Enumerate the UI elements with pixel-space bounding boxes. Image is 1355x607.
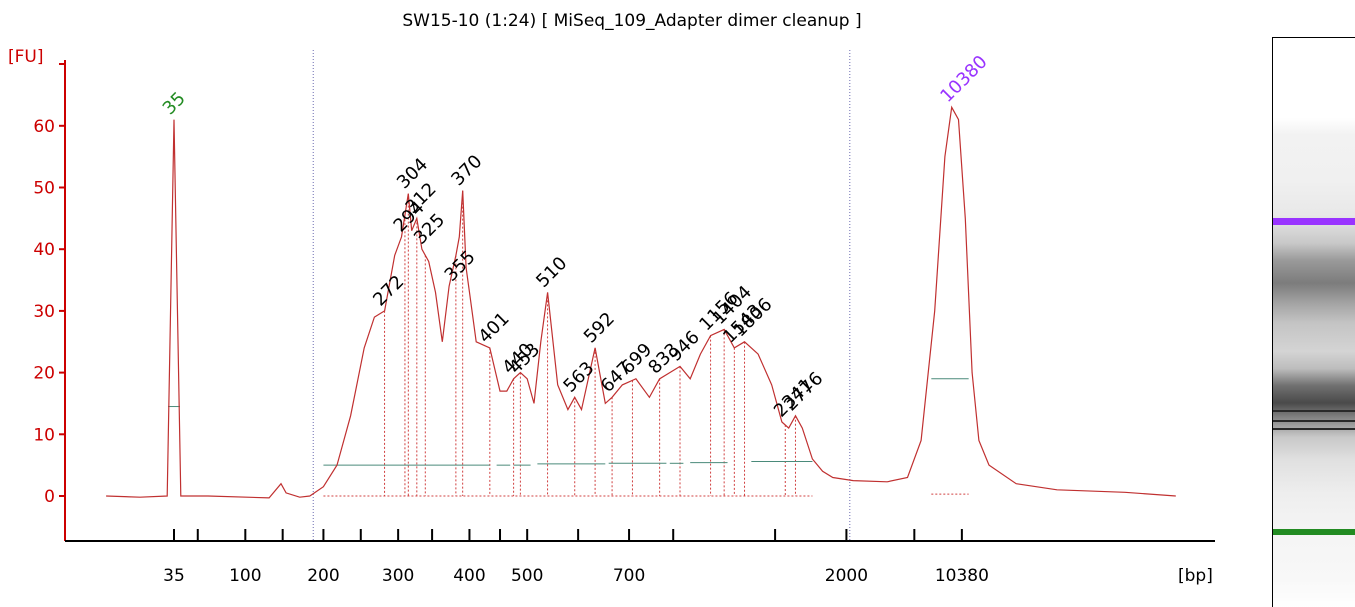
peak-region-lines bbox=[323, 190, 969, 497]
x-tick-label: 500 bbox=[511, 566, 543, 586]
axes: 0 10 20 30 40 50 60 35 100 200 300 400 500 700 2000 103… bbox=[33, 60, 1215, 586]
marker-lines bbox=[312, 50, 851, 541]
x-tick-label: 2000 bbox=[825, 566, 868, 586]
x-tick-label: 700 bbox=[613, 566, 645, 586]
gel-band bbox=[1273, 428, 1355, 430]
gel-lane bbox=[1273, 38, 1355, 607]
y-tick-label: 40 bbox=[33, 240, 55, 260]
peak-label: 510 bbox=[532, 253, 571, 292]
x-tick-label: 400 bbox=[453, 566, 485, 586]
peak-label: 563 bbox=[559, 358, 598, 397]
peak-label: 10380 bbox=[936, 51, 991, 106]
y-tick-label: 0 bbox=[44, 487, 55, 507]
y-tick-label: 60 bbox=[33, 117, 55, 137]
peak-label: 401 bbox=[475, 308, 514, 347]
y-axis-label: [FU] bbox=[8, 47, 44, 67]
gel-lane-panel bbox=[1272, 37, 1355, 607]
gel-band bbox=[1273, 410, 1355, 412]
peak-label: 272 bbox=[369, 271, 408, 310]
y-tick-label: 30 bbox=[33, 302, 55, 322]
gel-lower-marker-band bbox=[1273, 529, 1355, 535]
y-tick-label: 50 bbox=[33, 179, 55, 199]
gel-band bbox=[1273, 420, 1355, 422]
chart-title: SW15-10 (1:24) [ MiSeq_109_Adapter dimer… bbox=[402, 11, 861, 31]
x-tick-label: 200 bbox=[307, 566, 339, 586]
peak-label: 355 bbox=[441, 247, 480, 286]
x-tick-label: 300 bbox=[382, 566, 414, 586]
peak-label: 370 bbox=[447, 151, 486, 190]
peak-baselines bbox=[168, 378, 969, 466]
peak-label: 592 bbox=[580, 308, 619, 347]
x-tick-label: 100 bbox=[229, 566, 261, 586]
trace-layer bbox=[106, 105, 1176, 499]
x-tick-label: 35 bbox=[163, 566, 185, 586]
x-axis-label: [bp] bbox=[1178, 566, 1213, 586]
y-tick-label: 10 bbox=[33, 425, 55, 445]
peak-label: 35 bbox=[159, 88, 190, 119]
gel-upper-marker-band bbox=[1273, 218, 1355, 225]
peak-labels: 3527229430431232535537040144045351056359… bbox=[159, 51, 992, 421]
signal-trace bbox=[106, 105, 1176, 499]
x-tick-label: 10380 bbox=[935, 566, 989, 586]
y-tick-label: 20 bbox=[33, 364, 55, 384]
gel-image bbox=[1273, 38, 1355, 607]
